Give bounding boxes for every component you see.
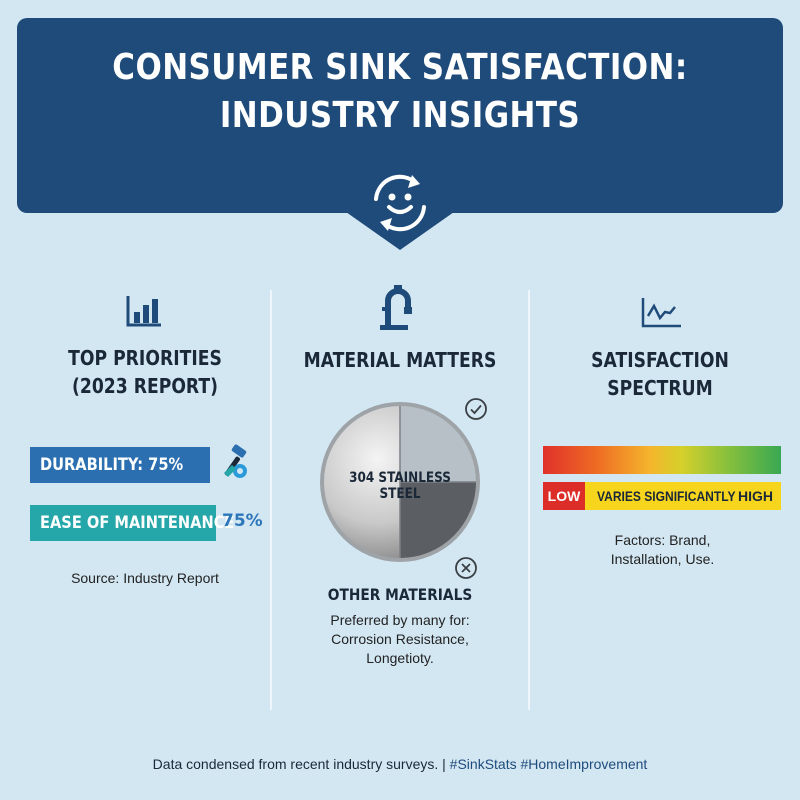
column-divider-left (270, 290, 272, 710)
satisfaction-gradient-bar (543, 446, 781, 474)
source-note: Source: Industry Report (71, 570, 219, 586)
other-materials-title-text: OTHER MATERIALS (327, 585, 473, 604)
title-line-1: CONSUMER SINK SATISFACTION: (112, 47, 688, 88)
ease-of-maintenance-bar: EASE OF MAINTENANCE (30, 505, 234, 541)
scale-mid-bar: VARIES SIGNIFICANTLY HIGH (585, 482, 781, 510)
other-line-1: Preferred by many for: (330, 612, 470, 628)
ease-value: 75% (222, 511, 263, 531)
other-materials-title: OTHER MATERIALS (300, 585, 500, 604)
title-line-2: INDUSTRY INSIGHTS (219, 95, 581, 136)
page-title: CONSUMER SINK SATISFACTION: INDUSTRY INS… (71, 44, 730, 140)
tools-icon (224, 444, 247, 478)
footer-hashtags: #SinkStats #HomeImprovement (449, 756, 648, 772)
durability-bar: DURABILITY: 75% (30, 447, 210, 483)
footer-text: Data condensed from recent industry surv… (152, 756, 450, 772)
header-banner (17, 18, 783, 213)
factors-text: Factors: Brand, Installation, Use. (560, 531, 765, 569)
factors-line-1: Factors: Brand, (614, 532, 711, 548)
scale-high-label: HIGH (738, 488, 773, 504)
smiley-refresh-icon (374, 174, 426, 232)
faucet-icon (380, 285, 412, 330)
spectrum-title-line-1: SATISFACTION (591, 348, 729, 372)
check-circle-icon (465, 398, 487, 420)
footer: Data condensed from recent industry surv… (0, 756, 800, 772)
ease-label: EASE OF MAINTENANCE (40, 513, 235, 533)
spectrum-title: SATISFACTION SPECTRUM (570, 346, 751, 402)
other-line-2: Corrosion Resistance, (331, 631, 469, 647)
priorities-title: TOP PRIORITIES (2023 REPORT) (55, 344, 236, 400)
x-circle-icon (455, 557, 477, 579)
disc-label: 304 STAINLESS STEEL (318, 470, 482, 502)
bar-chart-icon (126, 296, 161, 327)
factors-line-2: Installation, Use. (610, 551, 715, 567)
other-materials-text: Preferred by many for: Corrosion Resista… (300, 611, 500, 668)
line-chart-icon (641, 298, 681, 328)
spectrum-title-line-2: SPECTRUM (607, 376, 713, 400)
scale-mid-label: VARIES SIGNIFICANTLY (597, 488, 736, 504)
disc-label-text: 304 STAINLESS STEEL (349, 470, 451, 502)
priorities-title-line-1: TOP PRIORITIES (68, 346, 222, 370)
scale-low-label: LOW (543, 482, 585, 510)
column-divider-right (528, 290, 530, 710)
material-title: MATERIAL MATTERS (303, 348, 497, 372)
priorities-title-line-2: (2023 REPORT) (71, 374, 219, 398)
durability-label: DURABILITY: 75% (40, 455, 184, 475)
stainless-steel-disc (320, 402, 480, 562)
other-line-3: Longetioty. (366, 650, 434, 666)
